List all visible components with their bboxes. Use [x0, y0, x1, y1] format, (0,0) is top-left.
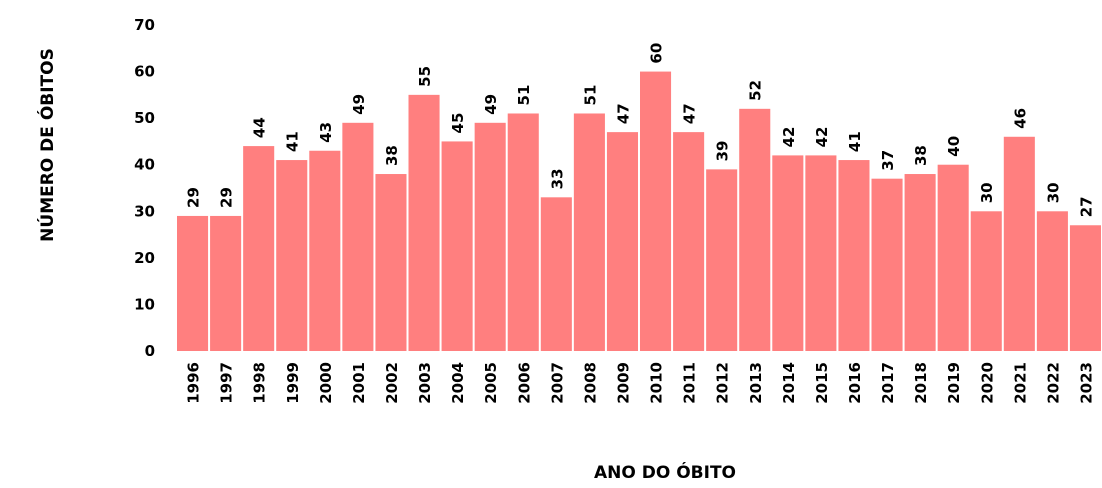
bar — [573, 113, 605, 351]
data-label: 45 — [449, 113, 467, 134]
bar — [441, 141, 473, 351]
bar — [805, 155, 837, 351]
bar — [177, 215, 209, 351]
x-tick-label: 2016 — [846, 362, 864, 404]
bar — [838, 160, 870, 351]
bar — [276, 160, 308, 351]
data-label: 52 — [747, 80, 765, 101]
bar — [243, 146, 275, 351]
bar — [739, 108, 771, 351]
data-label: 51 — [515, 85, 533, 106]
bar — [970, 211, 1002, 351]
x-tick-label: 1999 — [284, 362, 302, 404]
bar — [871, 178, 903, 351]
data-label: 29 — [218, 187, 236, 208]
x-tick-label: 2014 — [780, 362, 798, 404]
bar — [706, 169, 738, 351]
data-label: 41 — [284, 131, 302, 152]
x-tick-label: 1997 — [218, 362, 236, 404]
bar — [474, 122, 506, 351]
data-label: 42 — [813, 127, 831, 148]
data-label: 38 — [912, 145, 930, 166]
x-tick-label: 2013 — [747, 362, 765, 404]
x-tick-label: 2020 — [978, 362, 996, 404]
y-tick-label: 30 — [134, 202, 155, 220]
x-tick-label: 2009 — [614, 362, 632, 404]
y-tick-label: 60 — [134, 63, 155, 81]
data-label: 55 — [416, 66, 434, 87]
bar — [904, 174, 936, 351]
data-label: 46 — [1011, 108, 1029, 129]
data-label: 41 — [846, 131, 864, 152]
data-label: 40 — [945, 136, 963, 157]
data-label: 42 — [780, 127, 798, 148]
y-axis-label: NÚMERO DE ÓBITOS — [36, 48, 58, 242]
x-tick-label: 2022 — [1044, 362, 1062, 404]
data-label: 33 — [548, 168, 566, 189]
x-tick-label: 2023 — [1077, 362, 1095, 404]
x-tick-label: 2007 — [548, 362, 566, 404]
data-label: 47 — [681, 103, 699, 124]
data-label: 60 — [648, 43, 666, 64]
y-tick-label: 50 — [134, 109, 155, 127]
data-label: 51 — [581, 85, 599, 106]
x-tick-label: 2003 — [416, 362, 434, 404]
bar — [772, 155, 804, 351]
x-tick-label: 2011 — [681, 362, 699, 404]
x-axis-label: ANO DO ÓBITO — [594, 461, 736, 483]
bar — [606, 132, 638, 351]
data-label: 39 — [714, 140, 732, 161]
bar — [673, 132, 705, 351]
x-tick-label: 2018 — [912, 362, 930, 404]
data-label: 49 — [482, 94, 500, 115]
y-tick-label: 0 — [145, 342, 155, 360]
data-label: 49 — [350, 94, 368, 115]
bar — [640, 71, 672, 352]
x-tick-label: 2001 — [350, 362, 368, 404]
y-tick-label: 20 — [134, 249, 155, 267]
x-tick-label: 2002 — [383, 362, 401, 404]
bar — [1036, 211, 1068, 351]
x-tick-label: 2000 — [317, 362, 335, 404]
x-tick-label: 2010 — [648, 362, 666, 404]
y-tick-label: 70 — [134, 16, 155, 34]
x-tick-label: 2012 — [714, 362, 732, 404]
data-label: 38 — [383, 145, 401, 166]
x-tick-label: 2008 — [581, 362, 599, 404]
bar — [507, 113, 539, 351]
x-tick-label: 2005 — [482, 362, 500, 404]
data-label: 27 — [1077, 196, 1095, 217]
data-label: 47 — [614, 103, 632, 124]
bar — [375, 174, 407, 351]
data-label: 29 — [185, 187, 203, 208]
x-tick-label: 2021 — [1011, 362, 1029, 404]
bar — [937, 164, 969, 351]
bar — [210, 215, 242, 351]
bar — [540, 197, 572, 351]
x-tick-label: 2019 — [945, 362, 963, 404]
data-label: 43 — [317, 122, 335, 143]
bar — [408, 94, 440, 351]
x-tick-label: 2015 — [813, 362, 831, 404]
y-tick-label: 10 — [134, 295, 155, 313]
bar — [342, 122, 374, 351]
x-tick-label: 2006 — [515, 362, 533, 404]
data-label: 37 — [879, 150, 897, 171]
bar — [309, 150, 341, 351]
data-label: 30 — [978, 182, 996, 203]
x-tick-label: 2017 — [879, 362, 897, 404]
bar — [1069, 225, 1101, 351]
x-tick-label: 2004 — [449, 362, 467, 404]
y-tick-label: 40 — [134, 156, 155, 174]
x-tick-label: 1996 — [185, 362, 203, 404]
data-label: 30 — [1044, 182, 1062, 203]
x-tick-label: 1998 — [251, 362, 269, 404]
bar — [1003, 136, 1035, 351]
data-label: 44 — [251, 117, 269, 138]
